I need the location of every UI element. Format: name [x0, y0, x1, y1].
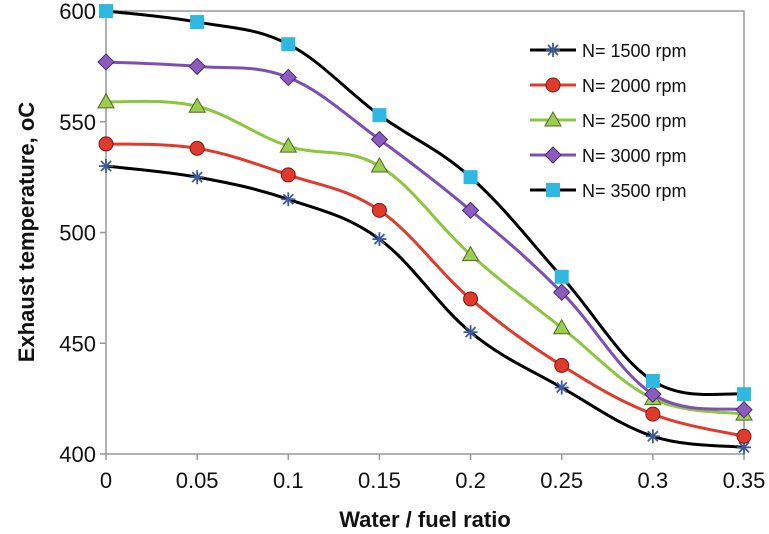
- legend-marker: [546, 183, 560, 197]
- x-tick-label: 0.1: [273, 468, 304, 493]
- legend-label: N= 1500 rpm: [582, 41, 687, 61]
- legend-item: N= 2000 rpm: [530, 76, 687, 96]
- series-line: [105, 99, 745, 416]
- legend-item: N= 2500 rpm: [530, 110, 687, 131]
- data-point: [279, 68, 297, 87]
- data-point: [463, 291, 479, 307]
- data-point: [99, 4, 113, 18]
- x-tick-label: 0.05: [176, 468, 219, 493]
- x-axis-title: Water / fuel ratio: [339, 507, 511, 532]
- data-point: [645, 406, 661, 422]
- data-point: [281, 37, 296, 52]
- legend-item: N= 3000 rpm: [530, 146, 687, 166]
- legend-item: N= 3500 rpm: [530, 181, 687, 201]
- series-5: [99, 4, 751, 402]
- legend-item: N= 1500 rpm: [530, 41, 687, 61]
- legend-marker: [545, 77, 561, 93]
- data-point: [552, 318, 571, 335]
- data-point: [280, 167, 296, 183]
- x-tick-label: 0.25: [540, 468, 583, 493]
- series-3: [97, 92, 753, 421]
- y-axis: 400 450 500 550 600: [59, 0, 106, 467]
- legend-label: N= 3000 rpm: [582, 146, 687, 166]
- x-tick-label: 0.35: [723, 468, 766, 493]
- series-layer: [97, 4, 753, 455]
- y-tick-label: 400: [59, 442, 96, 467]
- data-point: [645, 373, 660, 388]
- series-line: [105, 60, 745, 412]
- data-point: [190, 170, 205, 185]
- y-tick-label: 450: [59, 331, 96, 356]
- y-tick-label: 500: [59, 221, 96, 246]
- x-axis: 0 0.05 0.1 0.15 0.2 0.25 0.3 0.35: [100, 454, 766, 493]
- data-point: [97, 92, 115, 109]
- legend-marker: [544, 146, 562, 164]
- data-point: [189, 140, 205, 156]
- legend: N= 1500 rpm N= 2000 rpm N= 2500 rpm N= 3000…: [522, 30, 726, 216]
- x-tick-label: 0.15: [358, 468, 401, 493]
- data-point: [553, 283, 571, 302]
- data-point: [98, 136, 114, 152]
- y-tick-label: 600: [59, 0, 96, 24]
- data-point: [737, 387, 751, 402]
- data-point: [463, 325, 478, 340]
- data-point: [190, 15, 205, 30]
- y-tick-label: 550: [59, 110, 96, 135]
- series-line: [105, 164, 745, 449]
- data-point: [372, 232, 387, 247]
- x-tick-label: 0.3: [638, 468, 669, 493]
- data-point: [461, 201, 480, 220]
- legend-label: N= 2500 rpm: [582, 111, 687, 131]
- data-point: [736, 428, 752, 444]
- data-point: [372, 108, 387, 123]
- data-point: [188, 97, 207, 113]
- data-point: [554, 357, 570, 373]
- data-point: [554, 269, 569, 284]
- data-point: [463, 170, 478, 185]
- series-line: [105, 142, 745, 438]
- legend-label: N= 3500 rpm: [582, 181, 687, 201]
- data-point: [281, 192, 296, 207]
- y-axis-title: Exhaust temperature, oC: [14, 102, 39, 363]
- series-2: [98, 136, 752, 444]
- x-tick-label: 0: [100, 468, 112, 493]
- data-point: [370, 130, 389, 149]
- legend-label: N= 2000 rpm: [582, 76, 687, 96]
- data-point: [188, 57, 206, 76]
- data-point: [461, 245, 480, 262]
- data-point: [735, 400, 753, 419]
- data-point: [644, 385, 662, 403]
- data-point: [645, 429, 660, 444]
- data-point: [279, 137, 298, 153]
- series-1: [99, 159, 751, 455]
- data-point: [370, 157, 389, 173]
- x-tick-label: 0.2: [455, 468, 486, 493]
- series-line: [105, 9, 745, 397]
- data-point: [371, 202, 387, 218]
- series-4: [97, 53, 753, 419]
- legend-marker: [546, 43, 560, 57]
- legend-marker: [544, 110, 562, 127]
- data-point: [97, 53, 115, 71]
- data-point: [99, 159, 113, 174]
- data-point: [554, 380, 569, 395]
